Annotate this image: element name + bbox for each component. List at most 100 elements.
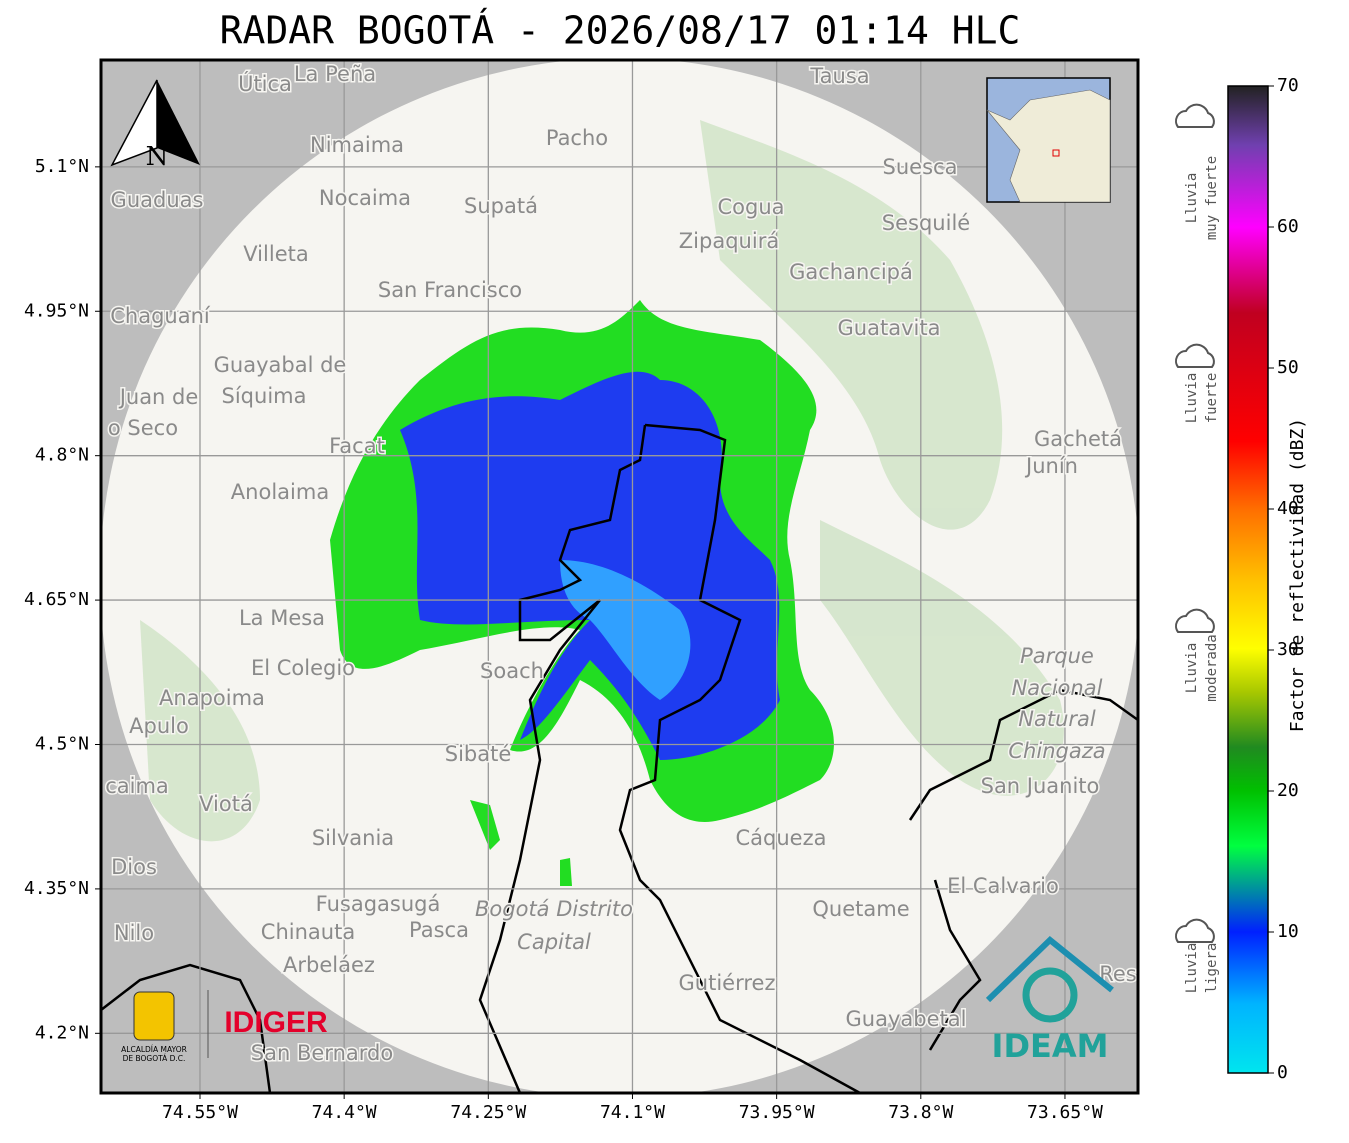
map: Útica La Peña Tausa Pacho Nimaima Guaduas Noca… (101, 60, 1138, 1093)
colorbar-tick-label: 0 (1277, 1062, 1288, 1083)
north-arrow: N (110, 79, 200, 172)
place-label: San Bernardo (251, 1041, 393, 1065)
place-label: La Peña (294, 62, 376, 86)
place-label: Parque (1020, 644, 1094, 668)
place-label: Cáqueza (736, 826, 827, 850)
colorbar-tick-label: 40 (1277, 498, 1299, 519)
place-label: Juan de (118, 385, 199, 409)
inset-map (986, 77, 1111, 203)
lon-tick-label: 74.1°W (600, 1102, 665, 1123)
place-label: Nacional (1012, 676, 1103, 700)
place-label: Gachetá (1034, 427, 1122, 451)
lat-tick-label: 4.95°N (24, 300, 89, 321)
place-label: Anolaima (231, 480, 329, 504)
lat-tick-label: 5.1°N (35, 156, 89, 177)
lat-tick-label: 4.2°N (35, 1022, 89, 1043)
place-label: Suesca (883, 155, 958, 179)
map-frame (99, 58, 1140, 1095)
place-label: Natural (1018, 707, 1096, 731)
place-label: Gachancipá (789, 260, 913, 284)
place-label: El Colegio (251, 656, 355, 680)
rain-category: Lluvia (1184, 943, 1200, 994)
rain-icon (1175, 608, 1215, 633)
place-label: Pasca (409, 918, 469, 942)
lon-tick-label: 73.95°W (739, 1102, 815, 1123)
place-label: La Mesa (239, 606, 325, 630)
rain-category: ligera (1204, 943, 1220, 994)
place-label: Dios (111, 855, 157, 879)
place-label: caima (105, 774, 169, 798)
boundary (101, 423, 1138, 1093)
lat-tick-label: 4.5°N (35, 733, 89, 754)
place-label: Sesquilé (882, 211, 970, 235)
place-label: Quetame (812, 897, 909, 921)
place-label: Guayabetal (846, 1007, 967, 1031)
rain-category: Lluvia (1184, 643, 1200, 694)
logo-alcaldia: DE BOGOTÁ D.C. (123, 1054, 186, 1063)
place-label: Facat (329, 434, 385, 458)
place-label: Villeta (243, 242, 308, 266)
colorbar (1227, 85, 1269, 1074)
colorbar-tick-label: 10 (1277, 921, 1299, 942)
place-label: Nimaima (310, 133, 404, 157)
logos: ALCALDÍA MAYOR DE BOGOTÁ D.C. IDIGER IDE… (121, 936, 1114, 1065)
place-label: Junín (1024, 454, 1078, 478)
colorbar-tick-label: 30 (1277, 639, 1299, 660)
place-label: Fusagasugá (316, 892, 441, 916)
place-label: Viotá (199, 792, 253, 816)
place-label: Chinauta (261, 920, 355, 944)
rain-icon (1175, 103, 1215, 128)
place-label: El Calvario (947, 874, 1059, 898)
place-label: San Francisco (378, 278, 522, 302)
place-label: Pacho (546, 126, 608, 150)
place-label: Nocaima (319, 186, 411, 210)
logo-idiger: IDIGER (224, 1006, 328, 1039)
place-label: Tausa (809, 64, 869, 88)
rain-category: Lluvia (1184, 373, 1200, 424)
lat-tick-label: 4.35°N (24, 878, 89, 899)
colorbar-tick-label: 70 (1277, 75, 1299, 96)
place-label: Bogotá Distrito (475, 897, 633, 921)
place-label: Arbeláez (283, 953, 375, 977)
north-label: N (146, 142, 169, 172)
logo-ideam: IDEAM (992, 1027, 1109, 1065)
colorbar-tick-label: 60 (1277, 216, 1299, 237)
place-label: Guaduas (111, 188, 204, 212)
place-label: Soach (480, 659, 544, 683)
place-label: o Seco (108, 416, 178, 440)
place-label: Nilo (114, 921, 154, 945)
place-label: Silvania (312, 826, 394, 850)
lon-tick-label: 73.65°W (1027, 1102, 1103, 1123)
rain-category: muy fuerte (1204, 156, 1220, 240)
rain-category: Lluvia (1184, 173, 1200, 224)
lon-tick-label: 74.55°W (162, 1102, 238, 1123)
place-label: Sibaté (445, 742, 512, 766)
rain-icon (1175, 918, 1215, 943)
lon-tick-label: 74.4°W (312, 1102, 377, 1123)
place-label: Chaguaní (110, 304, 211, 328)
lon-tick-label: 73.8°W (888, 1102, 953, 1123)
rain-category: fuerte (1204, 373, 1220, 424)
colorbar-axis: 0 10 20 30 40 50 60 70 (1268, 75, 1299, 1083)
lon-tick-label: 74.25°W (450, 1102, 526, 1123)
lat-tick-label: 4.65°N (24, 589, 89, 610)
place-labels: Útica La Peña Tausa Pacho Nimaima Guaduas Noca… (104, 61, 1138, 1067)
place-label: Guayabal de (214, 353, 347, 377)
place-label: Supatá (464, 194, 538, 218)
place-label: Apulo (129, 714, 189, 738)
colorbar-label: Factor de reflectividad (dBZ) (1287, 418, 1308, 732)
place-label: Cogua (717, 195, 784, 219)
place-label: Gutiérrez (679, 971, 776, 995)
axes: 74.55°W 74.4°W 74.25°W 74.1°W 73.95°W 73.8°W 7… (24, 156, 1103, 1123)
rain-icon (1175, 343, 1215, 368)
colorbar-tick-label: 20 (1277, 780, 1299, 801)
place-label: Síquima (222, 384, 307, 408)
place-label: Zipaquirá (679, 229, 779, 253)
place-label: Anapoima (159, 686, 265, 710)
logo-alcaldia: ALCALDÍA MAYOR (121, 1045, 187, 1054)
place-label: Chingaza (1008, 739, 1105, 763)
rain-category: moderada (1204, 634, 1220, 701)
lat-tick-label: 4.8°N (35, 445, 89, 466)
